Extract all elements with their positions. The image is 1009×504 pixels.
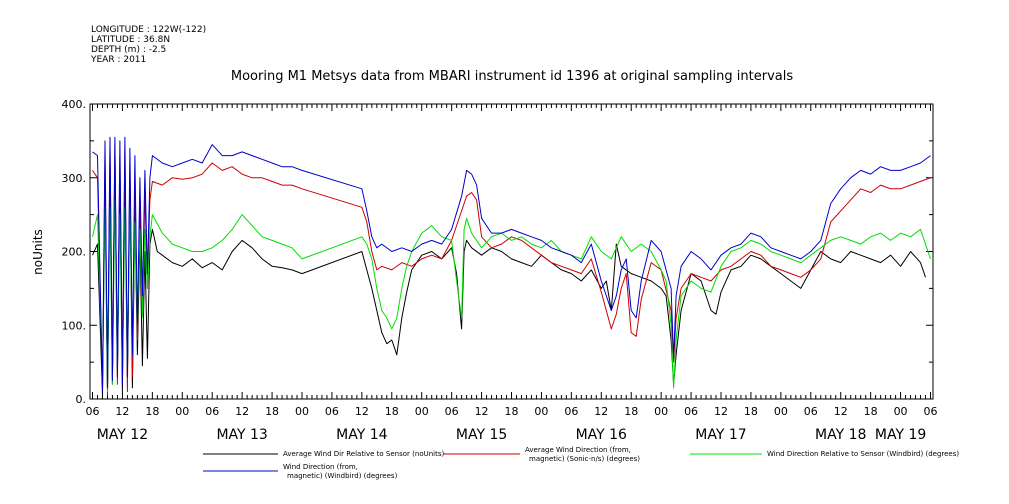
x-tick-label: 12	[714, 405, 728, 418]
y-tick-label: 100.	[62, 319, 87, 332]
y-axis: 0. 100. 200. 300. 400.	[62, 98, 933, 406]
series-line-4	[92, 136, 931, 393]
x-tick-label: 00	[894, 405, 908, 418]
y-tick-label: 200.	[62, 246, 87, 259]
x-tick-label: 00	[415, 405, 429, 418]
x-date-label: MAY 19	[875, 427, 926, 443]
x-tick-label: 18	[864, 405, 878, 418]
x-tick-label: 06	[684, 405, 698, 418]
x-date-label: MAY 16	[576, 427, 627, 443]
x-axis: 06 12 18 00 06 12 18 00 06 12 18 00 06 12 18 00 06 12 18 00…	[85, 104, 938, 443]
x-tick-label: 00	[175, 405, 189, 418]
x-tick-label: 12	[235, 405, 249, 418]
series-layer	[92, 136, 931, 396]
x-date-label: MAY 17	[695, 427, 746, 443]
x-tick-label: 06	[804, 405, 818, 418]
x-tick-label: 12	[594, 405, 608, 418]
x-date-label: MAY 18	[815, 427, 866, 443]
x-tick-label: 00	[774, 405, 788, 418]
x-tick-label: 12	[355, 405, 369, 418]
legend-label-3: Wind Direction Relative to Sensor (Windb…	[767, 450, 959, 458]
legend-label-4-cont: magnetic) (Windbird) (degrees)	[287, 472, 398, 480]
x-tick-label: 00	[654, 405, 668, 418]
legend-label-2: Average Wind Direction (from,	[525, 446, 631, 454]
legend-label-1: Average Wind Dir Relative to Sensor (noU…	[283, 450, 444, 458]
x-tick-label: 18	[265, 405, 279, 418]
chart-title: Mooring M1 Metsys data from MBARI instru…	[231, 69, 793, 84]
x-tick-label: 06	[924, 405, 938, 418]
legend-label-2-cont: magnetic) (Sonic-n/s) (degrees)	[529, 455, 640, 463]
x-tick-label: 00	[534, 405, 548, 418]
x-tick-label: 00	[295, 405, 309, 418]
x-tick-label: 18	[505, 405, 519, 418]
x-tick-label: 18	[385, 405, 399, 418]
legend: Average Wind Dir Relative to Sensor (noU…	[203, 446, 959, 480]
y-axis-label: noUnits	[31, 229, 45, 275]
x-date-label: MAY 12	[97, 427, 148, 443]
x-date-label: MAY 14	[336, 427, 387, 443]
x-tick-label: 12	[475, 405, 489, 418]
x-date-label: MAY 13	[216, 427, 267, 443]
x-date-label: MAY 15	[456, 427, 507, 443]
series-line-2	[92, 144, 931, 396]
plot-frame	[89, 103, 934, 400]
series-line-3	[92, 199, 931, 393]
metadata-block: LONGITUDE : 122W(-122) LATITUDE : 36.8N …	[90, 25, 206, 65]
y-tick-label: 400.	[62, 98, 87, 111]
y-tick-label: 0.	[76, 393, 87, 406]
x-tick-label: 06	[85, 405, 99, 418]
x-tick-label: 12	[834, 405, 848, 418]
x-tick-label: 06	[325, 405, 339, 418]
x-tick-label: 12	[115, 405, 129, 418]
x-tick-label: 06	[445, 405, 459, 418]
x-tick-label: 06	[564, 405, 578, 418]
legend-label-4: Wind Direction (from,	[283, 463, 358, 471]
latitude-text: LATITUDE : 36.8N	[91, 35, 170, 45]
longitude-text: LONGITUDE : 122W(-122)	[91, 25, 206, 35]
depth-text: DEPTH (m) : -2.5	[91, 45, 166, 55]
x-tick-label: 06	[205, 405, 219, 418]
y-tick-label: 300.	[62, 172, 87, 185]
series-line-1	[92, 155, 926, 396]
x-tick-label: 18	[744, 405, 758, 418]
year-text: YEAR : 2011	[90, 55, 146, 65]
x-tick-label: 18	[624, 405, 638, 418]
x-tick-label: 18	[145, 405, 159, 418]
